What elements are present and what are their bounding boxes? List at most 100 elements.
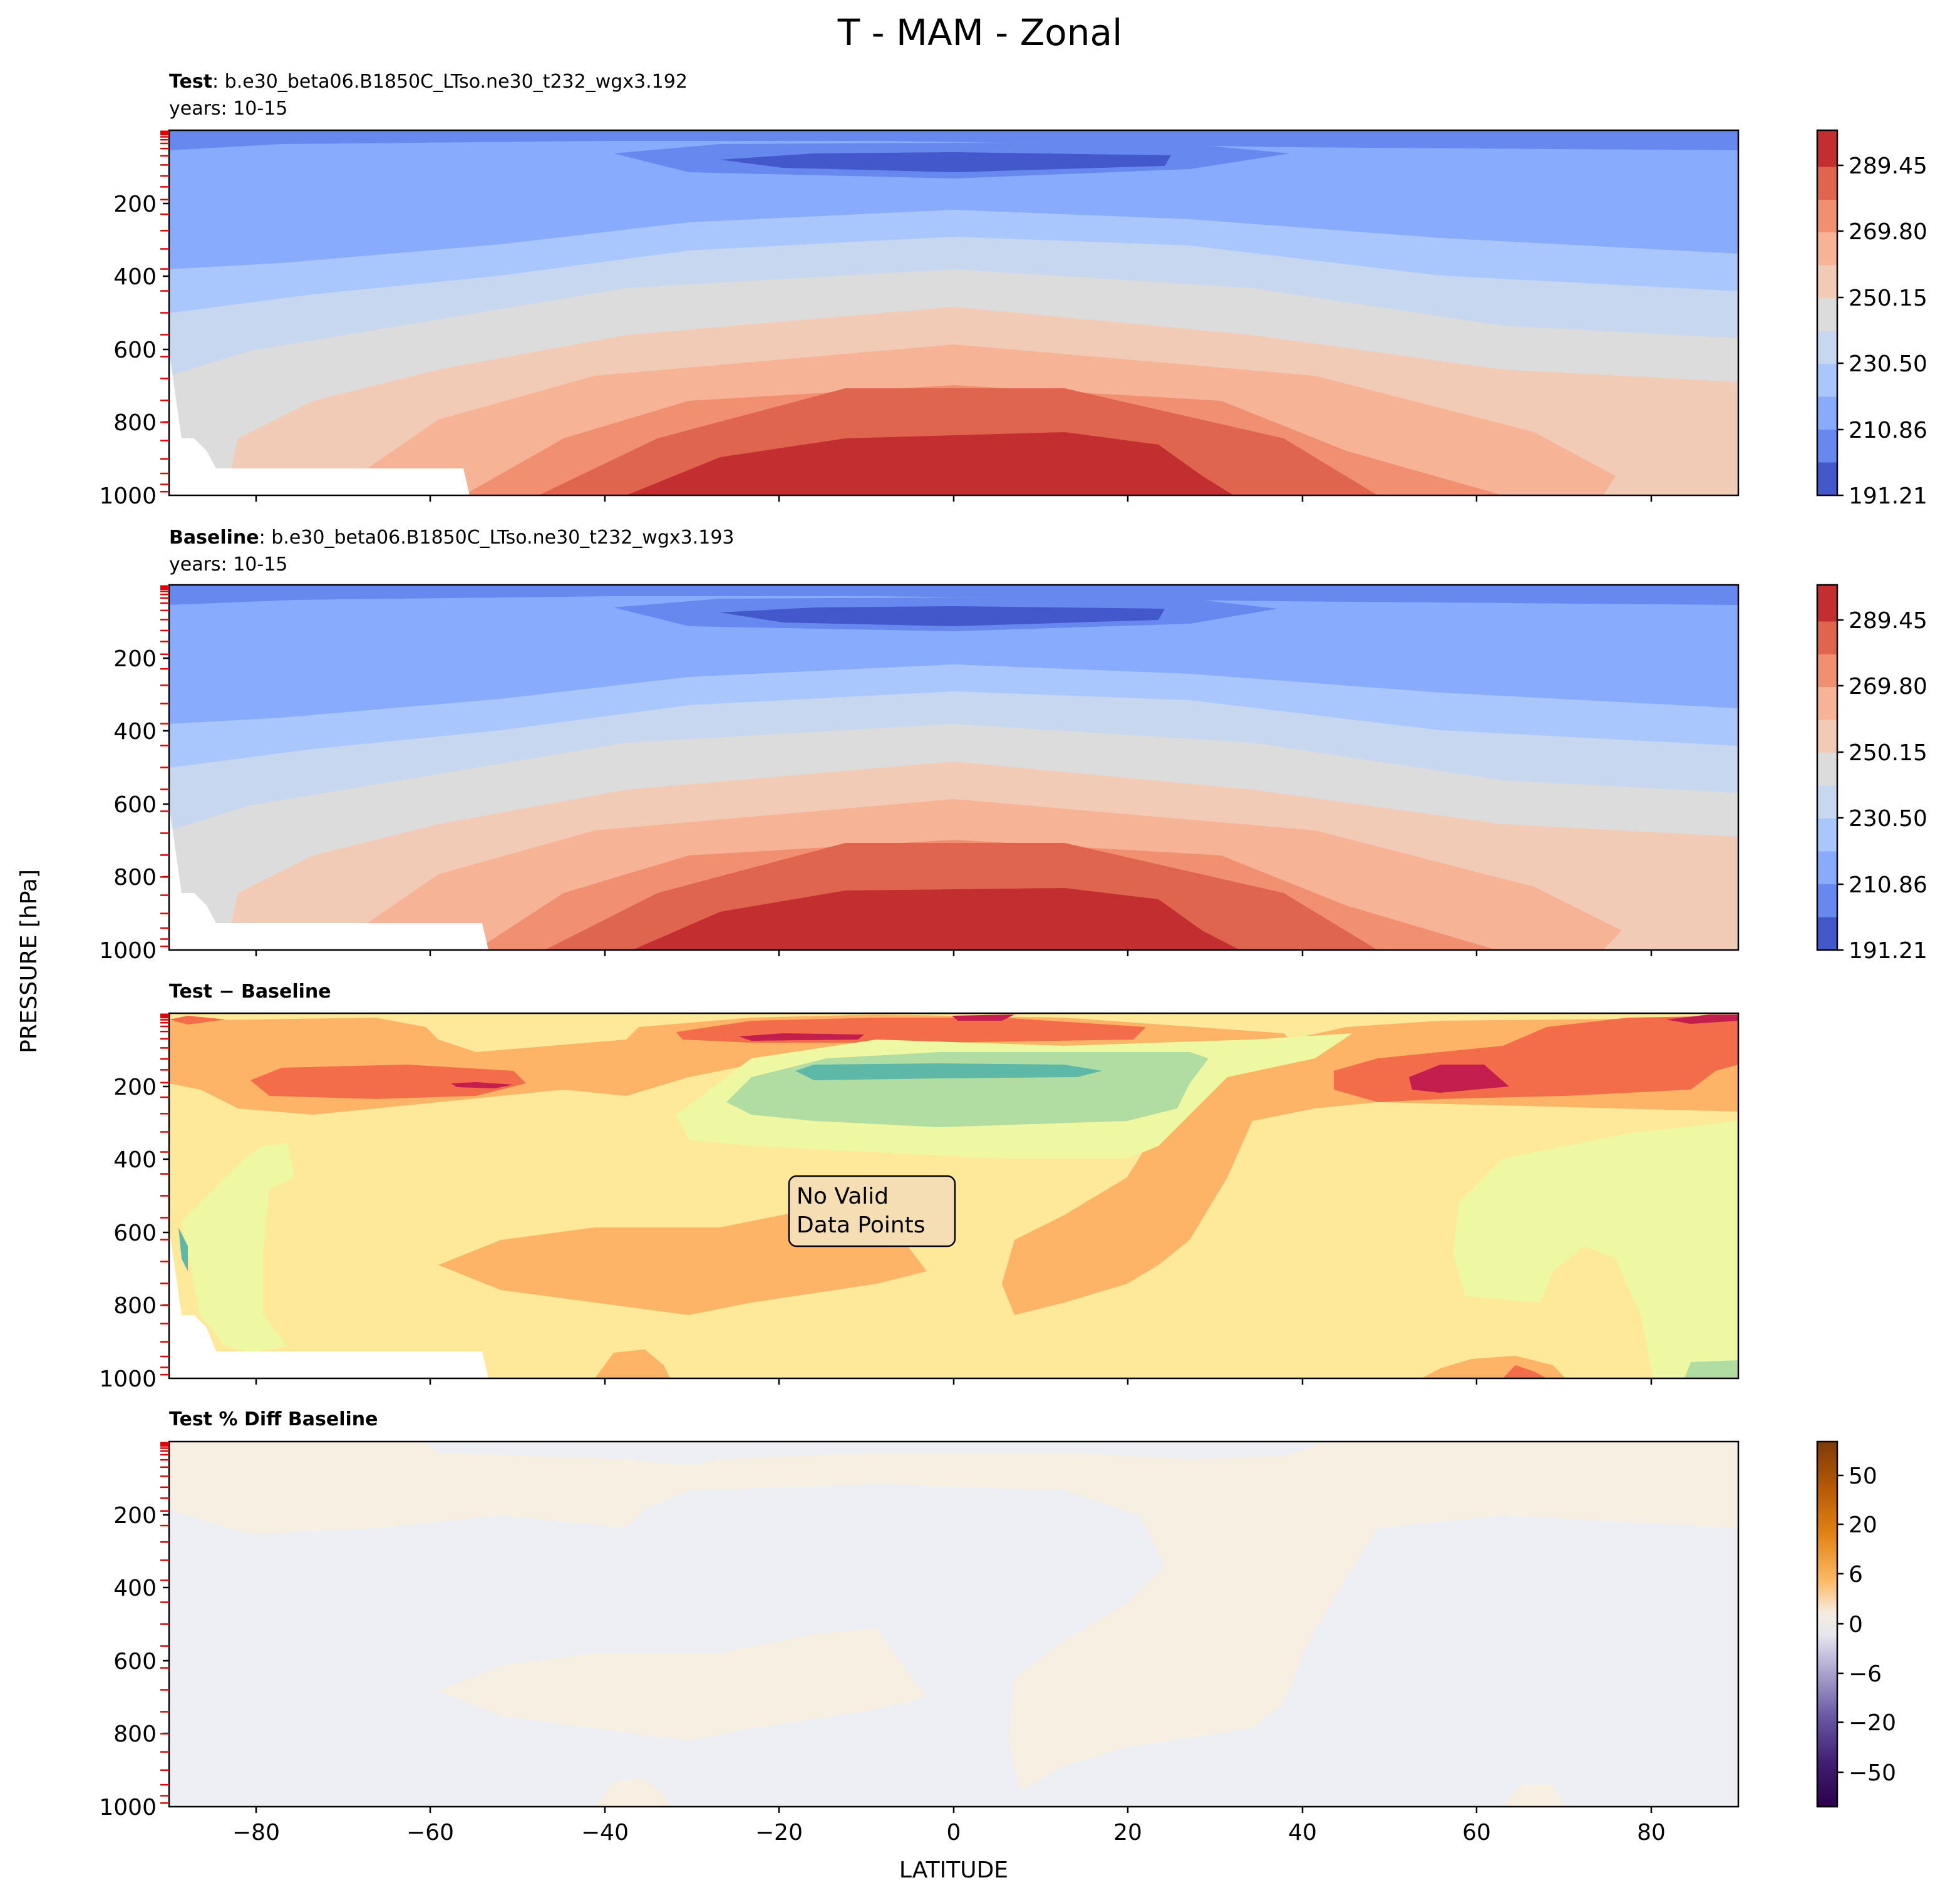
x-tick-label: −80 [232,1820,280,1846]
cbar2-label: 230.50 [1849,806,1927,832]
test-band-280 [626,432,1234,495]
panel-baseline-title: Baseline: b.e30_beta06.B1850C_LTso.ne30_… [169,527,735,549]
cbar2-label: 191.21 [1849,938,1927,964]
diff-lower-right-red [1503,1365,1547,1378]
panel-test-title-bold: Test [169,71,212,93]
panel-pctdiff: Test % Diff Baseline −80 −60 −40 −20 0 2… [99,1408,1896,1846]
panel-test-colorbar: 191.21 210.86 230.50 250.15 269.80 289.4… [1816,129,1927,509]
p2-ytick-label: 600 [113,792,157,818]
p1-ytick-label: 200 [113,192,157,217]
x-tick-label: 20 [1113,1820,1142,1846]
p2-ytick-label: 1000 [99,938,157,964]
cbar2-label: 210.86 [1849,872,1927,898]
no-data-line2: Data Points [797,1212,926,1238]
p3-ytick-label: 1000 [99,1366,157,1392]
panel-baseline-title-rest: : b.e30_beta06.B1850C_LTso.ne30_t232_wgx… [259,527,735,549]
diff-right-crimson [1409,1015,1738,1093]
cbar2-label: 289.45 [1849,608,1927,634]
no-data-annotation: No Valid Data Points [788,1175,956,1247]
colorbar-test [1816,129,1839,497]
no-data-line1: No Valid [797,1184,889,1209]
p3-ytick-label: 600 [113,1221,157,1246]
x-tick-label: 0 [947,1820,961,1846]
panel-diff-title: Test − Baseline [169,981,331,1003]
p4-ytick-label: 1000 [99,1795,157,1820]
p3-ytick-label: 800 [113,1293,157,1319]
panel-diff-xticks [255,1378,1653,1385]
diff-center-teal [795,1063,1102,1080]
cbar2-label: 269.80 [1849,674,1927,700]
panel-baseline-yticks: 200 400 600 800 1000 [99,646,169,964]
figure-title: T - MAM - Zonal [837,11,1122,54]
cbar1-label: 269.80 [1849,219,1927,245]
panel-pctdiff-colorbar: 50 20 6 0 −6 −20 −50 [1816,1440,1896,1808]
pct-upper-band [169,1442,1738,1791]
panel-diff-yticks: 200 400 600 800 1000 [99,1075,169,1392]
base-band-280 [632,888,1240,950]
panel-diff: Test − Baseline No Valid [99,981,1740,1392]
panel-baseline-level-ticks [160,585,169,947]
pct-upper-middle-gray [426,1442,1315,1465]
panel-test: Test: b.e30_beta06.B1850C_LTso.ne30_t232… [99,71,1927,509]
p4-ytick-label: 400 [113,1576,157,1601]
panel-baseline: Baseline: b.e30_beta06.B1850C_LTso.ne30_… [99,527,1927,964]
p1-ytick-label: 400 [113,264,157,290]
panel-test-title-rest: : b.e30_beta06.B1850C_LTso.ne30_t232_wgx… [212,71,688,93]
diff-left-yellowgreen [182,1143,294,1353]
panel-pctdiff-title: Test % Diff Baseline [169,1408,378,1430]
p4-ytick-label: 800 [113,1722,157,1747]
colorbar-baseline [1816,584,1839,951]
p1-ytick-label: 800 [113,410,157,436]
panel-test-years: years: 10-15 [169,98,287,120]
p1-ytick-label: 600 [113,338,157,363]
p2-ytick-label: 800 [113,865,157,891]
diff-right-yellowgreen [1453,1121,1738,1378]
diff-left-green-edge [178,1227,188,1271]
panel-baseline-years: years: 10-15 [169,554,287,576]
p2-ytick-label: 400 [113,719,157,745]
panel-pctdiff-level-ticks [160,1442,169,1804]
cbar1-label: 230.50 [1849,351,1927,377]
x-tick-label: −20 [755,1820,803,1846]
panel-test-title: Test: b.e30_beta06.B1850C_LTso.ne30_t232… [169,71,688,93]
cbar4-label: 50 [1849,1464,1877,1489]
x-tick-label: −60 [406,1820,454,1846]
cbar4-label: 0 [1849,1612,1863,1638]
y-axis-label: PRESSURE [hPa] [16,869,42,1053]
cbar1-label: 289.45 [1849,153,1927,179]
test-masked-topography [169,351,470,495]
panel-pctdiff-xticks: −80 −60 −40 −20 0 20 40 60 80 [232,1807,1666,1846]
panel-test-contours [169,130,1738,495]
cbar4-label: −6 [1849,1661,1882,1687]
panel-pctdiff-yticks: 200 400 600 800 1000 [99,1503,169,1820]
diff-top-band-red [169,1016,1146,1043]
panel-test-xticks [255,495,1653,502]
cbar1-label: 191.21 [1849,483,1927,509]
base-masked-topography [169,805,488,950]
cbar4-label: −50 [1849,1760,1896,1786]
diff-right-green [1684,1360,1738,1378]
pct-mid-lobe [438,1628,927,1741]
panel-test-yticks: 200 400 600 800 1000 [99,192,169,509]
diff-upper-left-red [250,1065,526,1099]
panel-pctdiff-contours [169,1442,1738,1807]
diff-lower-left-orange [595,1350,670,1378]
x-tick-label: −40 [581,1820,629,1846]
x-tick-label: 60 [1462,1820,1491,1846]
diff-masked-topography [169,1227,488,1378]
cbar4-label: 6 [1849,1562,1863,1588]
colorbar-pctdiff [1816,1440,1839,1808]
cbar4-label: 20 [1849,1512,1877,1538]
cbar1-label: 250.15 [1849,286,1927,311]
p3-ytick-label: 200 [113,1075,157,1100]
cbar4-label: −20 [1849,1710,1896,1736]
p4-ytick-label: 600 [113,1649,157,1675]
p3-ytick-label: 400 [113,1147,157,1173]
cbar2-label: 250.15 [1849,740,1927,766]
diff-top-crimson [739,1015,1014,1041]
x-tick-label: 40 [1288,1820,1317,1846]
panel-baseline-xticks [255,950,1653,956]
panel-test-level-ticks [160,130,169,493]
cbar1-label: 210.86 [1849,418,1927,443]
panel-baseline-title-bold: Baseline [169,527,259,549]
